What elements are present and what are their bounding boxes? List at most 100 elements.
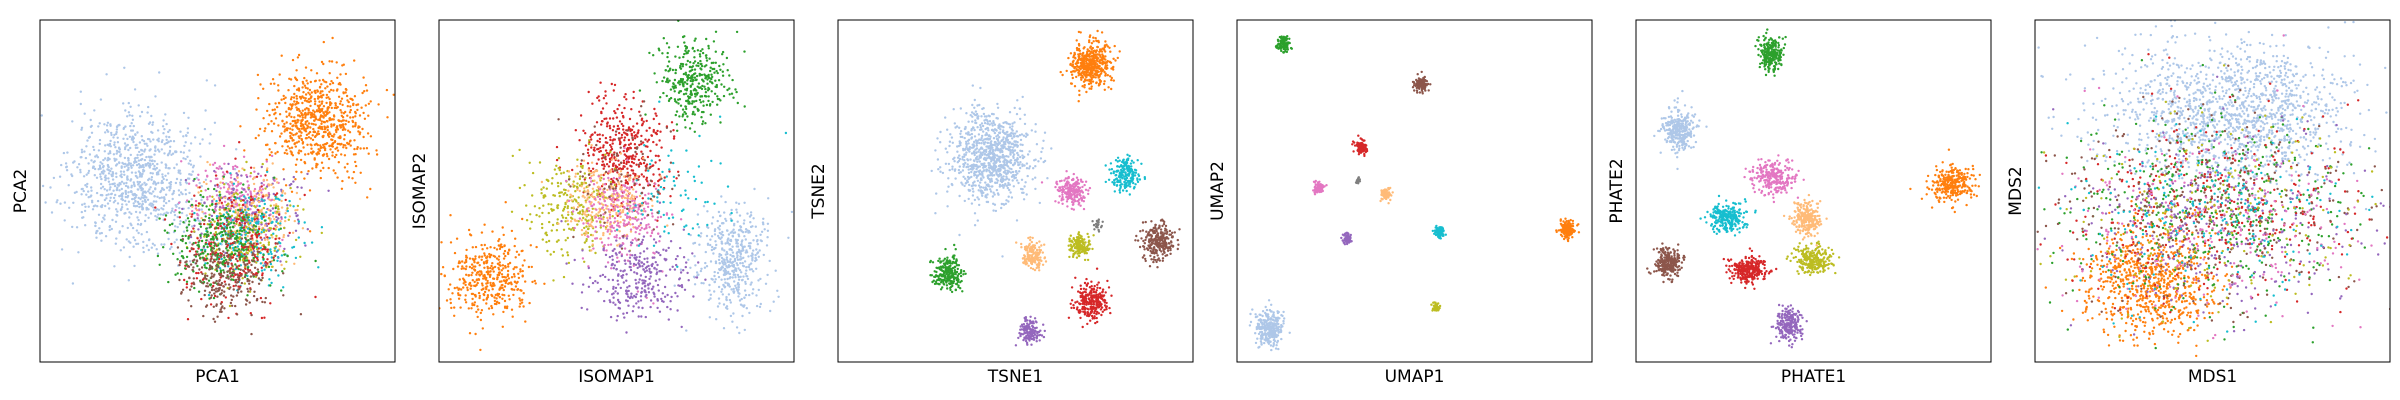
- scatter-point: [100, 231, 104, 235]
- scatter-point: [453, 286, 456, 290]
- scatter-point: [485, 285, 489, 288]
- scatter-point: [515, 266, 518, 269]
- scatter-point: [161, 175, 164, 179]
- scatter-point: [318, 100, 321, 103]
- scatter-point: [654, 161, 657, 164]
- scatter-point: [564, 239, 567, 242]
- scatter-point: [194, 199, 198, 203]
- scatter-point: [638, 110, 641, 114]
- scatter-point: [250, 195, 253, 198]
- scatter-point: [218, 165, 221, 168]
- scatter-point: [474, 245, 478, 249]
- scatter-point: [445, 299, 449, 302]
- scatter-point: [84, 224, 87, 227]
- scatter-point: [310, 91, 313, 94]
- scatter-point: [555, 158, 559, 162]
- scatter-point: [294, 212, 297, 215]
- scatter-point: [675, 101, 678, 104]
- scatter-point: [611, 170, 615, 173]
- scatter-point: [169, 211, 173, 214]
- scatter-point: [173, 218, 176, 222]
- scatter-point: [195, 271, 198, 275]
- scatter-point: [140, 233, 143, 236]
- scatter-point: [151, 131, 154, 134]
- scatter-point: [718, 98, 721, 101]
- scatter-point: [635, 122, 639, 125]
- scatter-point: [557, 167, 560, 170]
- scatter-point: [220, 283, 223, 287]
- scatter-point: [297, 140, 300, 143]
- scatter-point: [181, 207, 184, 211]
- scatter-point: [256, 222, 259, 225]
- scatter-point: [566, 223, 570, 226]
- scatter-point: [186, 155, 189, 158]
- scatter-point: [681, 62, 684, 66]
- scatter-point: [601, 160, 604, 163]
- scatter-point: [290, 132, 293, 135]
- scatter-point: [318, 85, 322, 89]
- scatter-point: [711, 75, 714, 79]
- scatter-point: [283, 253, 286, 256]
- scatter-point: [648, 51, 651, 55]
- scatter-point: [278, 135, 282, 138]
- scatter-point: [158, 263, 161, 266]
- scatter-point: [181, 238, 185, 241]
- scatter-point: [206, 233, 210, 236]
- scatter-point: [190, 225, 194, 228]
- scatter-point: [492, 281, 495, 285]
- scatter-point: [508, 261, 512, 265]
- scatter-point: [575, 200, 578, 203]
- scatter-point: [326, 108, 329, 112]
- scatter-point: [208, 142, 211, 145]
- scatter-point: [322, 154, 325, 157]
- scatter-point: [297, 135, 300, 138]
- scatter-point: [128, 211, 131, 214]
- scatter-point: [232, 288, 235, 291]
- scatter-point: [132, 202, 135, 205]
- scatter-point: [562, 207, 566, 211]
- scatter-point: [257, 172, 260, 175]
- scatter-point: [671, 85, 674, 88]
- scatter-point: [223, 173, 226, 176]
- scatter-point: [275, 220, 278, 223]
- scatter-point: [101, 162, 104, 165]
- scatter-point: [589, 233, 593, 237]
- scatter-point: [184, 242, 188, 245]
- scatter-point: [103, 170, 106, 173]
- scatter-point: [204, 212, 207, 215]
- scatter-point: [468, 282, 471, 285]
- scatter-point: [224, 296, 227, 299]
- scatter-point: [87, 162, 90, 165]
- scatter-point: [280, 199, 283, 203]
- scatter-point: [110, 167, 113, 170]
- scatter-point: [272, 227, 275, 230]
- scatter-point: [356, 108, 359, 112]
- scatter-point: [218, 193, 222, 196]
- scatter-point: [173, 210, 176, 214]
- scatter-point: [223, 222, 226, 226]
- scatter-point: [127, 168, 130, 171]
- scatter-point: [327, 96, 330, 99]
- scatter-point: [715, 85, 718, 89]
- scatter-point: [208, 216, 211, 220]
- scatter-point: [235, 185, 238, 188]
- scatter-point: [182, 230, 186, 233]
- scatter-point: [602, 144, 605, 147]
- scatter-point: [523, 259, 526, 262]
- scatter-point: [240, 212, 243, 215]
- scatter-point: [209, 180, 212, 183]
- scatter-point: [495, 297, 498, 300]
- scatter-point: [546, 249, 549, 253]
- scatter-point: [276, 255, 280, 259]
- scatter-point: [233, 249, 237, 252]
- scatter-point: [243, 149, 246, 152]
- scatter-point: [82, 189, 85, 193]
- scatter-point: [714, 30, 718, 33]
- scatter-point: [232, 167, 235, 171]
- scatter-point: [449, 298, 452, 301]
- scatter-point: [118, 123, 121, 127]
- scatter-point: [714, 61, 717, 64]
- scatter-point: [666, 55, 669, 59]
- scatter-point: [354, 164, 358, 168]
- scatter-point: [239, 208, 242, 212]
